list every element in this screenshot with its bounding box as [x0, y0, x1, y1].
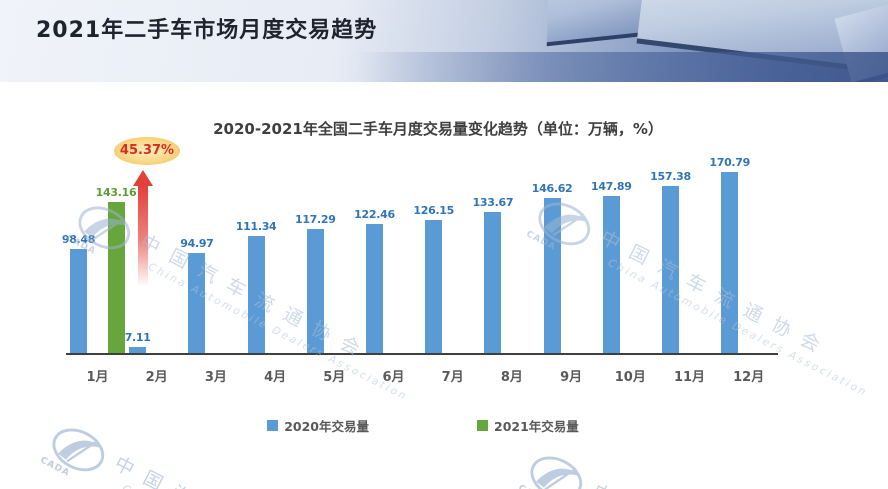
bar-2020-10月 — [602, 196, 620, 355]
bar-2020-11月 — [662, 186, 679, 355]
x-axis-label-12月: 12月 — [733, 370, 765, 385]
legend-swatch-2021 — [477, 420, 488, 431]
bar-2020-8月 — [484, 211, 502, 355]
legend-swatch-2020 — [267, 420, 279, 431]
cada-logo-icon — [538, 202, 591, 246]
x-axis-label-1月: 1月 — [86, 370, 109, 385]
bar-2020-7月-label: 126.15 — [413, 203, 455, 217]
x-axis-label-8月: 8月 — [500, 370, 523, 385]
watermark-cada-text: CADA — [38, 455, 72, 479]
bar-2020-11月-label: 157.38 — [650, 170, 691, 184]
watermark-org-cn: 中国汽车流通协会 — [110, 449, 397, 489]
legend-item-2021: 2021年交易量 — [477, 416, 579, 435]
x-axis-label-2月: 2月 — [145, 370, 168, 385]
x-axis-label-11月: 11月 — [673, 370, 706, 385]
bar-2020-1月 — [70, 249, 87, 355]
bar-2020-1月-label: 98.48 — [61, 233, 96, 247]
watermark-logo: CADA — [516, 446, 591, 489]
bar-2020-9月 — [543, 197, 561, 355]
arrow-shaft — [138, 185, 148, 285]
watermark-org-cn: 中国汽车流通协会 — [596, 226, 835, 363]
x-axis-label-10月: 10月 — [614, 370, 646, 385]
watermark-org-cn: 中国汽车流通协会 — [588, 477, 875, 489]
growth-rate-badge: 45.37% — [114, 137, 180, 165]
x-axis-label-4月: 4月 — [264, 370, 287, 385]
watermark-cada-text: CADA — [516, 483, 572, 489]
x-axis-line — [66, 353, 778, 355]
bar-2020-7月 — [425, 219, 443, 355]
watermark-cada-text: CADA — [524, 229, 558, 253]
bar-2020-5月-label: 117.29 — [294, 213, 336, 227]
bar-2020-3月-label: 94.97 — [180, 237, 214, 251]
watermark-org-en: China Automobile Dealers Association — [146, 260, 410, 404]
x-axis-label-5月: 5月 — [323, 370, 346, 385]
header-banner: 2021年二手车市场月度交易趋势 — [0, 0, 888, 82]
header-floor-gradient — [0, 52, 888, 82]
bar-2020-3月 — [188, 253, 206, 355]
arrow-head — [133, 170, 153, 186]
watermark-logo: CADA — [64, 196, 139, 269]
x-axis-label-7月: 7月 — [441, 370, 464, 385]
watermark-logo: CADA — [524, 192, 599, 265]
bar-2020-6月 — [366, 223, 383, 355]
watermark-cada-text: CADA — [64, 233, 98, 257]
watermark-org-cn: 中国汽车流通协会 — [136, 230, 375, 367]
bar-2020-12月-label: 170.79 — [709, 155, 751, 169]
cada-logo-icon — [530, 456, 583, 489]
legend-label-2020: 2020年交易量 — [284, 419, 369, 434]
chart-title: 2020-2021年全国二手车月度交易量变化趋势（单位：万辆，%） — [213, 120, 663, 138]
legend-item-2020: 2020年交易量 — [267, 416, 369, 435]
page-title: 2021年二手车市场月度交易趋势 — [36, 18, 378, 43]
bar-2020-9月-label: 146.62 — [531, 181, 573, 195]
bar-2020-5月 — [306, 229, 324, 355]
bar-2020-10月-label: 147.89 — [590, 180, 632, 194]
chart-legend: 2020年交易量 2021年交易量 — [68, 416, 778, 435]
bar-2020-8月-label: 133.67 — [472, 195, 514, 209]
cada-logo-icon — [78, 206, 131, 250]
x-axis-label-3月: 3月 — [204, 370, 227, 385]
x-axis-label-6月: 6月 — [382, 370, 405, 385]
bar-2020-2月-label: 7.11 — [124, 331, 151, 345]
legend-label-2021: 2021年交易量 — [494, 419, 579, 434]
bar-2020-4月 — [247, 235, 265, 355]
bar-2021-1月 — [107, 201, 125, 355]
bar-2020-4月-label: 111.34 — [235, 219, 277, 233]
growth-up-arrow-icon — [133, 170, 153, 290]
bar-2020-12月 — [721, 171, 739, 355]
bar-2020-6月-label: 122.46 — [354, 207, 395, 221]
x-axis-label-9月: 9月 — [560, 370, 583, 385]
watermark-org-en: China Automobile Dealers Association — [606, 256, 870, 400]
watermark-org-en: China Automobile Dealers Association — [120, 483, 384, 489]
